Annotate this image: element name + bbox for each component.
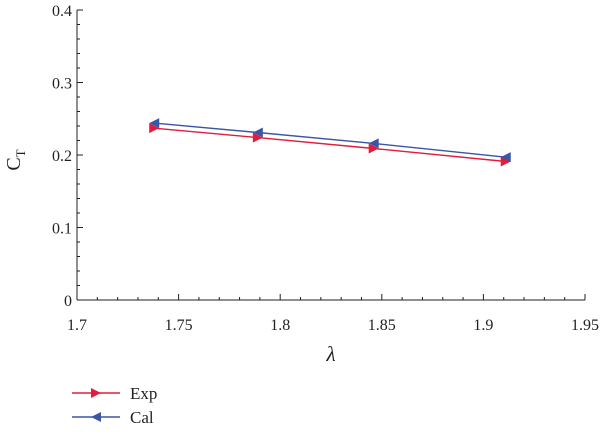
y-tick-label: 0.1 [52, 221, 72, 238]
y-tick-label: 0.3 [52, 76, 72, 93]
x-tick-label: 1.75 [165, 317, 193, 334]
data-point-cal [368, 138, 379, 149]
data-point-exp [252, 132, 263, 143]
legend-item-cal: Cal [72, 408, 154, 427]
x-ticks: 1.7 1.75 1.8 1.85 1.9 1.95 [67, 294, 599, 334]
data-point-cal [500, 152, 511, 163]
data-point-exp [500, 156, 511, 167]
legend: Exp Cal [72, 384, 157, 427]
series-cal [149, 118, 511, 163]
y-tick-label: 0 [64, 293, 72, 310]
data-point-cal [252, 127, 263, 138]
x-axis-label: λ [325, 342, 335, 366]
y-axis-label: CT [3, 149, 28, 170]
legend-marker-exp [91, 388, 101, 398]
x-tick-label: 1.7 [67, 317, 87, 334]
series-line-cal [154, 122, 506, 158]
series-line-exp [154, 127, 506, 163]
x-tick-label: 1.95 [571, 317, 599, 334]
series-exp [149, 123, 511, 167]
y-axis-label-subscript: T [13, 149, 28, 157]
data-point-cal [149, 118, 160, 129]
x-tick-label: 1.8 [270, 317, 290, 334]
legend-label-cal: Cal [130, 408, 154, 427]
y-ticks: 0 0.1 0.2 0.3 0.4 [52, 3, 83, 310]
y-tick-label: 0.2 [52, 148, 72, 165]
y-tick-label: 0.4 [52, 3, 72, 20]
legend-item-exp: Exp [72, 384, 157, 403]
legend-marker-cal [91, 412, 101, 422]
series-layer [149, 118, 511, 167]
legend-label-exp: Exp [130, 384, 157, 403]
y-axis-label-main: C [3, 157, 25, 170]
data-point-exp [368, 143, 379, 154]
data-point-exp [149, 123, 160, 134]
x-tick-label: 1.9 [473, 317, 493, 334]
x-tick-label: 1.85 [368, 317, 396, 334]
